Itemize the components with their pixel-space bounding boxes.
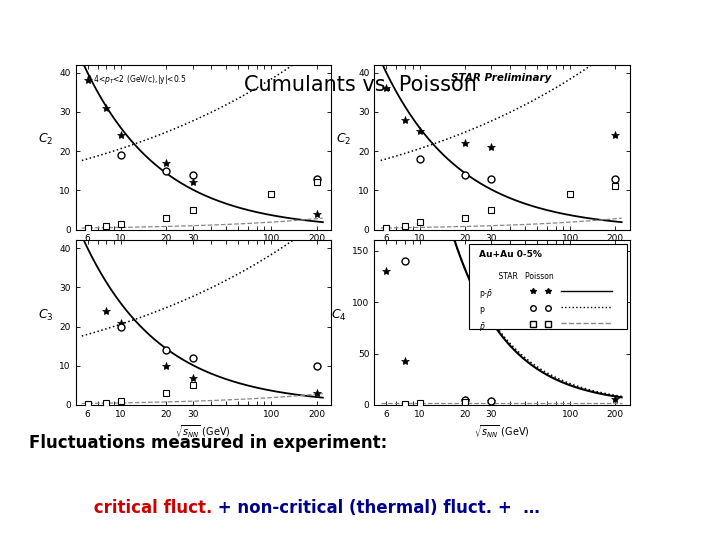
Y-axis label: $C_2$: $C_2$	[37, 132, 53, 147]
Y-axis label: $C_3$: $C_3$	[37, 308, 53, 322]
Y-axis label: $C_2$: $C_2$	[336, 132, 352, 147]
Text: + non-critical (thermal) fluct. +  …: + non-critical (thermal) fluct. + …	[212, 498, 540, 517]
Y-axis label: $C_4$: $C_4$	[330, 308, 346, 322]
X-axis label: $\sqrt{s_{NN}}$ (GeV): $\sqrt{s_{NN}}$ (GeV)	[474, 249, 530, 265]
Text: Cumulants vs. Poisson: Cumulants vs. Poisson	[243, 75, 477, 96]
X-axis label: $\sqrt{s_{NN}}$ (GeV): $\sqrt{s_{NN}}$ (GeV)	[176, 249, 231, 265]
FancyBboxPatch shape	[469, 244, 627, 329]
Text: STAR Preliminary: STAR Preliminary	[451, 73, 552, 83]
Text: p-$\bar{p}$: p-$\bar{p}$	[480, 288, 493, 301]
X-axis label: $\sqrt{s_{NN}}$ (GeV): $\sqrt{s_{NN}}$ (GeV)	[176, 424, 231, 441]
Text: critical fluct.: critical fluct.	[65, 498, 212, 517]
Text: 0.4<$p_T$<2 (GeV/c),|y|<0.5: 0.4<$p_T$<2 (GeV/c),|y|<0.5	[86, 73, 186, 86]
Text: Fluctuations measured in experiment:: Fluctuations measured in experiment:	[29, 434, 387, 452]
X-axis label: $\sqrt{s_{NN}}$ (GeV): $\sqrt{s_{NN}}$ (GeV)	[474, 424, 530, 441]
Text: p: p	[480, 305, 484, 314]
Text: $\bar{p}$: $\bar{p}$	[480, 321, 486, 334]
Text: Au+Au 0-5%: Au+Au 0-5%	[480, 250, 542, 259]
Text: STAR   Poisson: STAR Poisson	[490, 272, 554, 281]
